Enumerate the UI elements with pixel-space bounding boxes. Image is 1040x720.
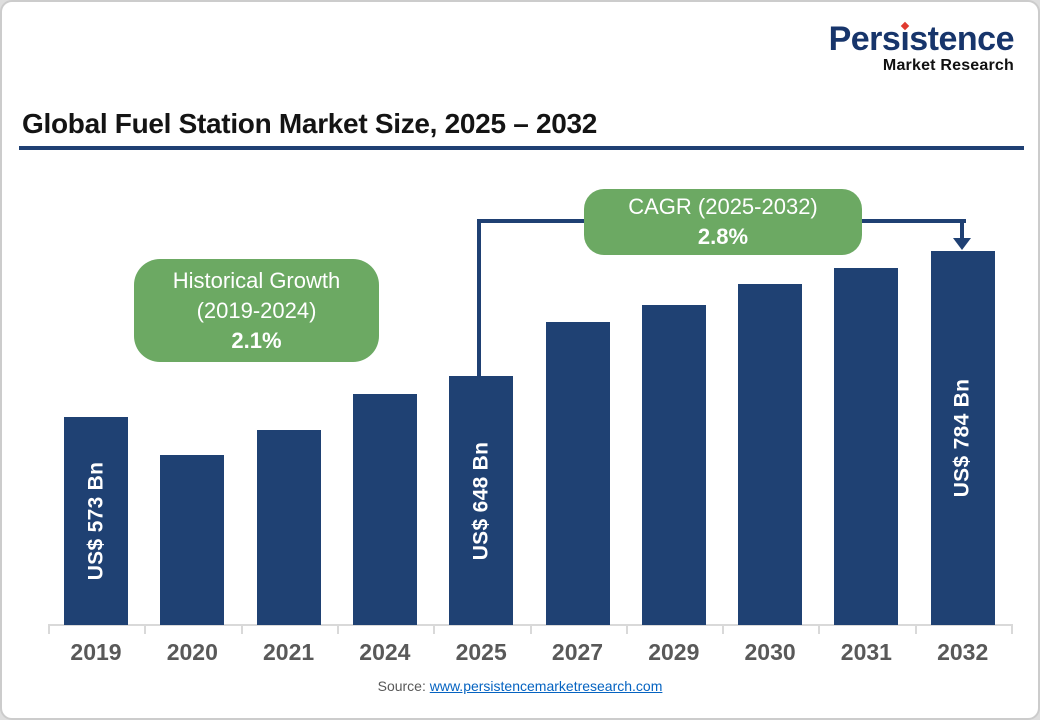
historical-growth-line2: (2019-2024) (196, 298, 317, 323)
year-label-2030: 2030 (744, 639, 796, 665)
year-label-2031: 2031 (840, 639, 892, 665)
x-axis-tick (914, 624, 917, 634)
bar-2019: US$ 573 Bn (64, 417, 128, 625)
cagr-connector-vertical-right (960, 221, 964, 239)
year-label-2021: 2021 (263, 639, 315, 665)
x-axis-tick (240, 624, 243, 634)
x-axis-tick (818, 624, 821, 634)
historical-growth-value: 2.1% (231, 328, 282, 353)
bar-2029 (641, 305, 706, 625)
year-label-2029: 2029 (648, 639, 700, 665)
year-label-2024: 2024 (359, 639, 411, 665)
cagr-line1: CAGR (2025-2032) (628, 194, 818, 219)
bar-2025: US$ 648 Bn (449, 376, 514, 625)
year-label-2019: 2019 (70, 639, 122, 665)
logo-letter-i: ı (900, 20, 910, 58)
cagr-callout: CAGR (2025-2032) 2.8% (584, 189, 862, 255)
bar-2027 (545, 322, 610, 625)
x-axis-tick (529, 624, 532, 634)
year-label-2020: 2020 (166, 639, 218, 665)
bar-value-label-2019: US$ 573 Bn (84, 461, 107, 581)
logo-brand-post: stence (909, 20, 1014, 58)
title-underline (19, 146, 1024, 150)
source-line: Source: www.persistencemarketresearch.co… (2, 678, 1038, 694)
page-title: Global Fuel Station Market Size, 2025 – … (22, 108, 598, 139)
x-axis-tick (1011, 624, 1013, 634)
x-axis-tick (625, 624, 628, 634)
year-label-2025: 2025 (455, 639, 507, 665)
source-link[interactable]: www.persistencemarketresearch.com (429, 678, 663, 694)
logo-brand-pre: Pers (828, 20, 901, 58)
cagr-arrow-down-icon (953, 238, 971, 250)
bar-2032: US$ 784 Bn (930, 251, 995, 625)
x-axis-tick (433, 624, 436, 634)
x-axis-tick (48, 624, 50, 634)
bar-2030 (738, 284, 803, 625)
x-axis-tick (722, 624, 725, 634)
year-label-2032: 2032 (937, 639, 989, 665)
x-axis-tick (336, 624, 339, 634)
pmr-logo: Persı stence Market Research (828, 20, 1014, 74)
logo-brand-text: Persı stence (828, 20, 1014, 58)
bar-2024 (352, 394, 417, 625)
logo-subtitle: Market Research (882, 57, 1014, 74)
source-prefix: Source: (377, 678, 426, 694)
historical-growth-line1: Historical Growth (172, 268, 341, 293)
year-label-2027: 2027 (551, 639, 604, 665)
x-axis-tick (144, 624, 147, 634)
bar-2020 (160, 455, 225, 625)
bar-value-label-2025: US$ 648 Bn (469, 441, 493, 560)
bar-2021 (256, 430, 321, 625)
cagr-value: 2.8% (697, 224, 749, 249)
cagr-connector-vertical-left (477, 221, 481, 377)
bar-value-label-2032: US$ 784 Bn (950, 378, 974, 498)
bar-2031 (834, 268, 899, 625)
historical-growth-callout: Historical Growth (2019-2024) 2.1% (134, 259, 379, 362)
logo-dotless-i: ı (900, 20, 910, 58)
